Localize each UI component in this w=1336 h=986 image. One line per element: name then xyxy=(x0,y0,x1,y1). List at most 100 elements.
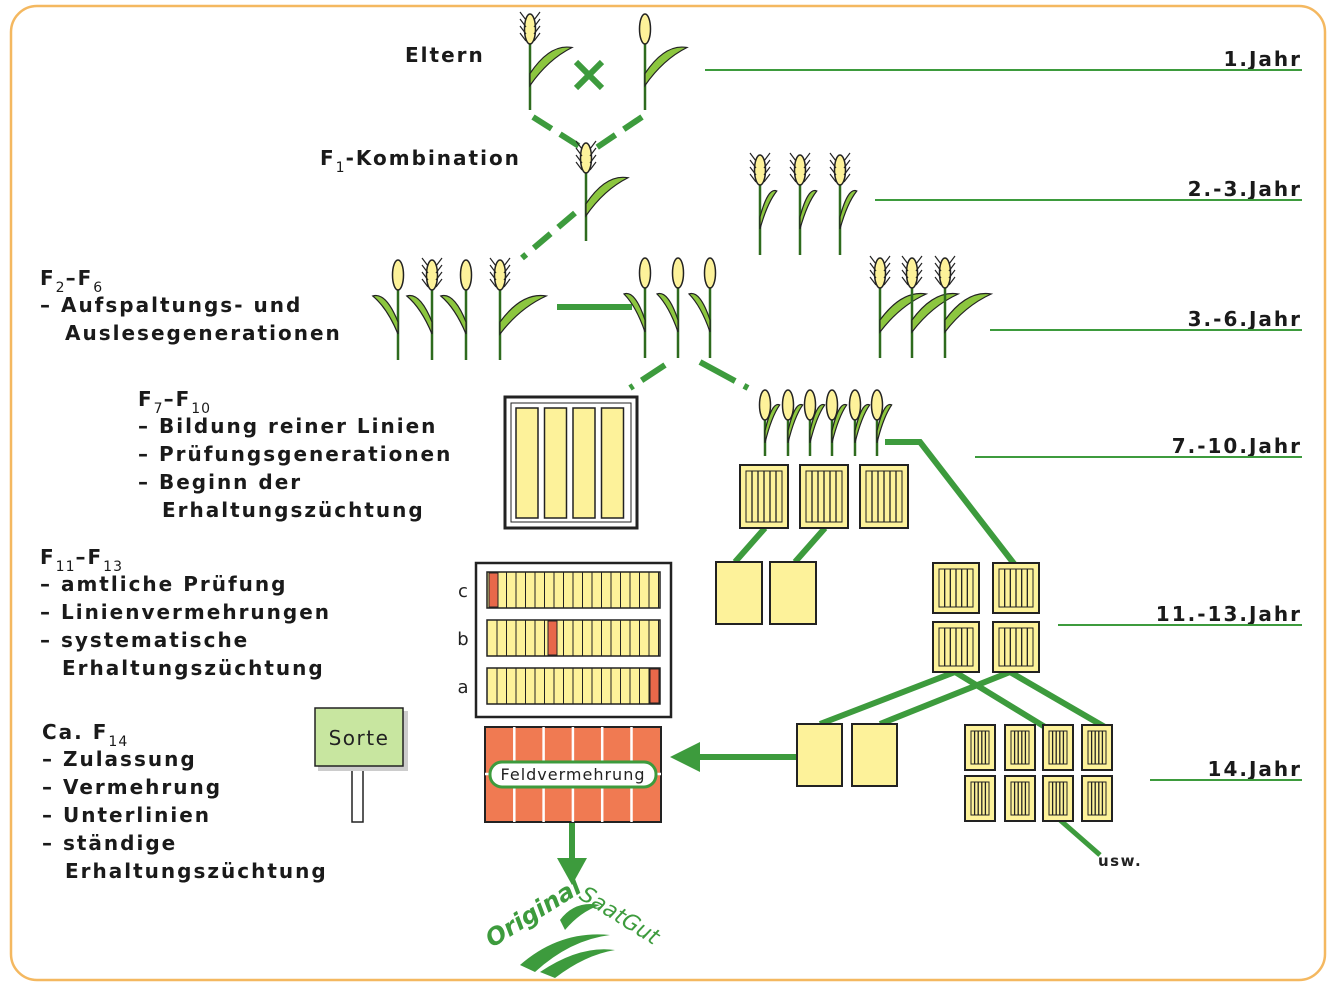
awn xyxy=(803,173,811,183)
plot-box xyxy=(1004,775,1036,822)
subscript: 2 xyxy=(56,280,66,296)
ear xyxy=(825,389,839,421)
plot xyxy=(1081,724,1113,771)
stage-heading: F1-Kombination xyxy=(320,146,521,176)
stage-heading: Ca. F14 xyxy=(42,720,128,750)
awn xyxy=(934,269,942,279)
ear xyxy=(870,389,884,421)
awn xyxy=(901,269,909,279)
subscript: 7 xyxy=(154,401,164,417)
row-label: c xyxy=(458,581,468,602)
awn xyxy=(843,173,851,183)
plot-box xyxy=(1081,724,1113,771)
heading-part: Ca. F xyxy=(42,720,108,744)
ear xyxy=(523,13,537,45)
awn xyxy=(575,154,583,164)
ear xyxy=(905,257,919,289)
awn xyxy=(803,166,811,176)
awn xyxy=(749,152,757,162)
connector xyxy=(520,210,577,261)
stage-line: – Aufspaltungs- und xyxy=(40,293,302,317)
leaf xyxy=(879,292,929,334)
awn xyxy=(421,257,429,267)
plot-box xyxy=(1004,724,1036,771)
awn xyxy=(503,257,511,267)
ear xyxy=(938,257,952,289)
stage-line: – Unterlinien xyxy=(42,803,211,827)
plant xyxy=(869,255,929,358)
stage-line: – Bildung reiner Linien xyxy=(138,414,437,438)
awn xyxy=(915,269,923,279)
plot-box xyxy=(715,561,763,625)
awn xyxy=(435,257,443,267)
plot xyxy=(992,621,1040,673)
awn xyxy=(489,278,497,288)
heading-part: Eltern xyxy=(405,43,485,67)
awn xyxy=(948,269,956,279)
plant xyxy=(749,152,778,255)
leaf xyxy=(371,294,399,335)
awn xyxy=(789,173,797,183)
leaf xyxy=(839,189,858,230)
connector xyxy=(885,439,1018,567)
row-label: a xyxy=(457,677,468,698)
plant xyxy=(687,257,717,358)
leaf xyxy=(687,292,711,333)
connector xyxy=(878,669,1012,727)
awn xyxy=(948,255,956,265)
awn xyxy=(763,166,771,176)
awn xyxy=(789,166,797,176)
stage-line: Auslesegenerationen xyxy=(65,321,342,345)
heading-part: F xyxy=(40,545,56,569)
awn xyxy=(519,11,527,21)
plant xyxy=(901,255,961,358)
awn xyxy=(843,159,851,169)
awn xyxy=(519,25,527,35)
connector xyxy=(594,114,644,151)
awn xyxy=(948,262,956,272)
stage-line: – ständige xyxy=(42,831,177,855)
plot xyxy=(992,562,1040,614)
plant xyxy=(829,152,858,255)
plot xyxy=(859,464,909,529)
ear xyxy=(781,389,795,421)
leaf xyxy=(759,189,778,230)
awn xyxy=(883,262,891,272)
awn xyxy=(803,159,811,169)
leaf xyxy=(622,292,646,333)
awn xyxy=(503,278,511,288)
ear xyxy=(638,13,652,45)
awn xyxy=(803,152,811,162)
field-pill xyxy=(488,760,658,789)
awn xyxy=(533,11,541,21)
stage-line: Erhaltungszüchtung xyxy=(62,656,325,680)
awn xyxy=(589,140,597,150)
connector xyxy=(953,669,1052,733)
ear xyxy=(873,257,887,289)
awn xyxy=(421,271,429,281)
plot-box xyxy=(1042,775,1074,822)
subscript: 10 xyxy=(191,401,211,417)
subscript: 13 xyxy=(103,559,123,575)
awn xyxy=(489,264,497,274)
awn xyxy=(503,271,511,281)
connector xyxy=(531,114,584,151)
awn xyxy=(829,159,837,169)
awn xyxy=(503,264,511,274)
stage-line: – Beginn der xyxy=(138,470,302,494)
awn xyxy=(435,264,443,274)
awn xyxy=(589,161,597,171)
row-label: b xyxy=(457,629,468,650)
ear xyxy=(579,142,593,174)
stage-line: Erhaltungszüchtung xyxy=(162,498,425,522)
strip xyxy=(543,407,568,519)
stage-line: – amtliche Prüfung xyxy=(40,572,287,596)
leaf xyxy=(799,189,818,230)
awn xyxy=(869,255,877,265)
awn xyxy=(749,173,757,183)
heading-part: F xyxy=(40,266,56,290)
arrow-head xyxy=(670,742,700,772)
connector xyxy=(1008,669,1112,733)
awn xyxy=(934,255,942,265)
plot-inner xyxy=(1048,730,1068,765)
